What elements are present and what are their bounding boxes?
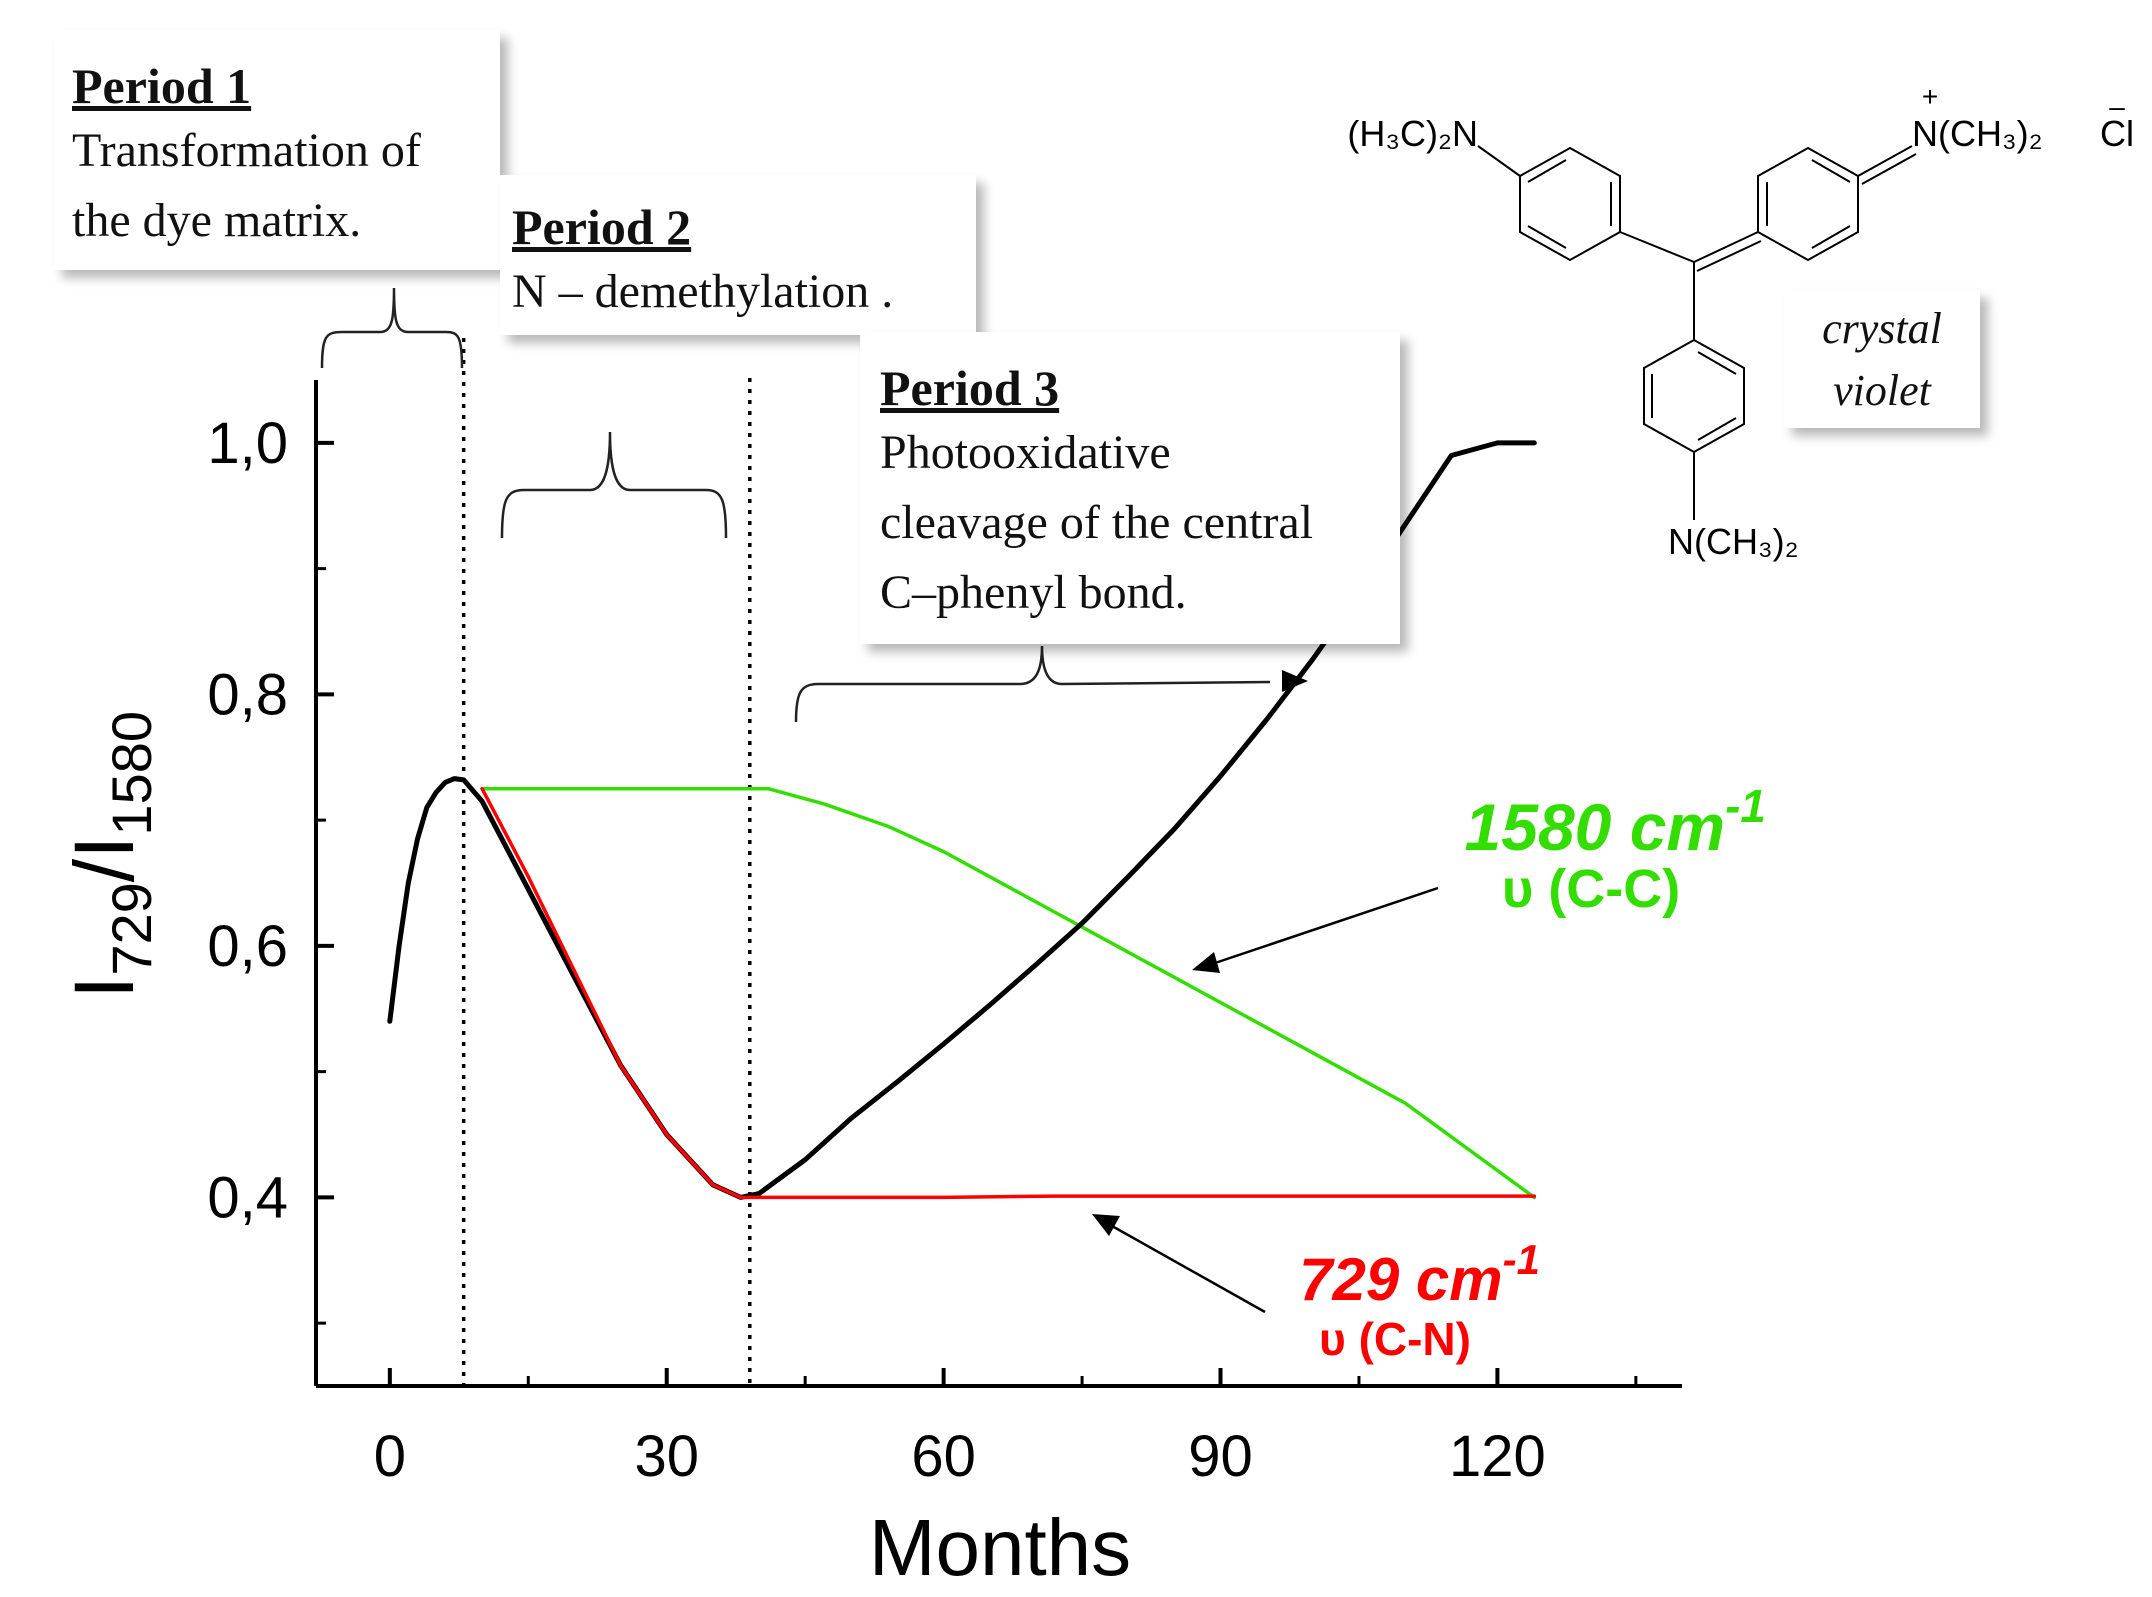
y-tick-label-3: 1,0 (207, 411, 288, 476)
y-ticks: 0,4 0,6 0,8 1,0 (207, 411, 334, 1325)
y-tick-label-2: 0,8 (207, 662, 288, 727)
period-1-line-2: the dye matrix. (72, 194, 362, 247)
x-tick-label-2: 60 (911, 1424, 976, 1489)
crystal-violet-line-2: violet (1833, 366, 1931, 415)
crystal-violet-line-1: crystal (1822, 304, 1942, 353)
x-tick-label-1: 30 (634, 1424, 699, 1489)
period-3-line-3: C–phenyl bond. (880, 566, 1187, 619)
period-1-line-1: Transformation of (72, 124, 421, 177)
structure-bottom-group: N(CH₃)₂ (1668, 521, 1799, 562)
series-line-2 (480, 786, 1537, 1200)
brace-period-3 (794, 645, 1271, 723)
structure-right-group: N(CH₃)₂ (1912, 113, 2043, 154)
x-ticks: 0 30 60 90 120 (374, 1368, 1638, 1489)
arrowhead-1580 (1192, 952, 1220, 973)
period-1-title: Period 1 (72, 58, 252, 114)
crystal-violet-structure (1477, 145, 1917, 520)
arrowhead-729 (1092, 1214, 1120, 1236)
series-group (387, 440, 1537, 1200)
structure-left-group: (H₃C)₂N (1347, 113, 1478, 154)
y-tick-label-0: 0,4 (207, 1165, 288, 1230)
y-tick-label-1: 0,6 (207, 914, 288, 979)
label-1580: 1580 cm-1 (1465, 780, 1766, 864)
period-3-line-2: cleavage of the central (880, 496, 1314, 549)
structure-counter-ion: Cl (2100, 113, 2134, 154)
period-2-line-1: N – demethylation . (512, 265, 894, 318)
period-3-title: Period 3 (880, 360, 1060, 416)
period-boundaries (461, 338, 752, 1386)
period-3-line-1: Photooxidative (880, 426, 1171, 479)
series-line-1 (480, 786, 1537, 1200)
x-tick-label-3: 90 (1188, 1424, 1253, 1489)
series-line-0 (387, 440, 1537, 1200)
period-2-box: Period 2 N – demethylation . (500, 175, 976, 335)
x-tick-label-4: 120 (1449, 1424, 1546, 1489)
period-2-title: Period 2 (512, 199, 692, 255)
brace-period-2 (500, 431, 728, 539)
y-axis-label: I729/I1580 (57, 711, 163, 999)
label-729: 729 cm-1 (1299, 1236, 1540, 1313)
x-tick-label-0: 0 (374, 1424, 406, 1489)
structure-counter-charge: – (2109, 91, 2125, 122)
structure-right-charge: + (1922, 81, 1938, 112)
period-3-box: Period 3 Photooxidative cleavage of the … (860, 332, 1400, 644)
arrow-729 (1111, 1224, 1266, 1314)
label-1580-mode: υ (C-C) (1502, 859, 1680, 919)
period-1-box: Period 1 Transformation of the dye matri… (54, 30, 500, 270)
arrow-1580 (1214, 886, 1439, 965)
x-axis-label: Months (869, 1503, 1131, 1592)
label-729-mode: υ (C-N) (1319, 1313, 1471, 1365)
brace-period-1 (320, 287, 464, 369)
crystal-violet-box: crystal violet (1784, 290, 1980, 428)
arrowhead-period-3 (1282, 670, 1308, 692)
